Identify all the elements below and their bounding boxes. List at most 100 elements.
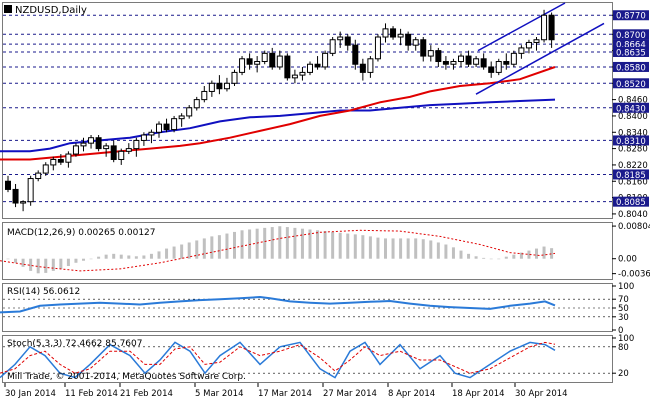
- macd-histogram-bar: [278, 226, 282, 259]
- stoch-tick-label: 20: [618, 369, 629, 379]
- candle: [322, 50, 329, 70]
- candle: [495, 58, 502, 76]
- candle: [133, 137, 140, 157]
- candle-body: [72, 145, 79, 155]
- date-tick-label: 5 Mar 2014: [195, 389, 243, 399]
- candle: [231, 69, 238, 87]
- candle: [269, 47, 276, 70]
- candle-body: [367, 58, 374, 73]
- macd-histogram-bar: [255, 228, 259, 259]
- macd-histogram-bar: [217, 235, 221, 259]
- candle: [374, 34, 381, 62]
- candle: [473, 56, 480, 67]
- macd-histogram-bar: [59, 258, 63, 269]
- candle: [405, 31, 412, 51]
- macd-histogram-bar: [497, 258, 501, 260]
- macd-histogram-bar: [149, 253, 153, 259]
- candle: [118, 148, 125, 165]
- candle-body: [246, 58, 253, 65]
- candle-body: [412, 39, 419, 46]
- macd-histogram-bar: [399, 238, 403, 259]
- macd-histogram-bar: [210, 236, 214, 259]
- candle-body: [427, 50, 434, 57]
- macd-histogram-bar: [142, 255, 146, 259]
- macd-histogram-bar: [436, 242, 440, 259]
- candle: [533, 37, 540, 51]
- date-tick-label: 21 Feb 2014: [120, 389, 173, 399]
- candle-body: [382, 28, 389, 38]
- price-tick-label: 0.8220: [618, 161, 648, 171]
- date-tick-label: 17 Mar 2014: [258, 389, 312, 399]
- symbol-title: NZDUSD,Daily: [4, 5, 87, 16]
- candle-body: [57, 158, 64, 163]
- candle: [412, 37, 419, 51]
- candle: [518, 45, 525, 59]
- macd-histogram-bar: [504, 256, 508, 259]
- stoch-signal-line: [0, 341, 556, 374]
- candle-body: [276, 55, 283, 68]
- level-label-text: 0.8700: [616, 31, 646, 41]
- candle-body: [27, 178, 34, 203]
- macd-histogram-bar: [519, 252, 523, 259]
- candle-body: [495, 61, 502, 73]
- candle: [344, 34, 351, 51]
- level-label-text: 0.8085: [616, 198, 646, 208]
- candle-body: [405, 33, 412, 46]
- candle: [156, 121, 162, 138]
- macd-histogram-bar: [240, 230, 244, 259]
- candle: [110, 140, 117, 163]
- candle-body: [442, 61, 449, 65]
- level-label-box: [613, 61, 649, 72]
- candle-body: [548, 14, 555, 41]
- candle-body: [473, 58, 480, 65]
- level-label-box: [613, 46, 649, 57]
- candle-body: [299, 71, 306, 76]
- macd-histogram-bar: [285, 227, 289, 259]
- level-label-box: [613, 39, 649, 50]
- moving-average-slow-line: [0, 98, 556, 153]
- macd-signal-line: [0, 229, 556, 272]
- stoch-panel: [2, 335, 613, 383]
- macd-histogram-bar: [21, 258, 25, 267]
- candle: [397, 28, 404, 46]
- trend-channel-line: [475, 22, 605, 95]
- candle-body: [35, 172, 42, 180]
- candle: [284, 53, 291, 81]
- macd-histogram-bar: [451, 247, 455, 259]
- candle-body: [284, 55, 291, 79]
- macd-histogram-bar: [293, 227, 297, 259]
- candle-body: [390, 28, 397, 38]
- macd-histogram-bar: [29, 258, 33, 271]
- candle: [548, 12, 555, 48]
- level-label-text: 0.8635: [616, 48, 646, 58]
- macd-histogram-bar: [429, 240, 433, 259]
- level-label-box: [613, 78, 649, 89]
- candle-body: [103, 145, 110, 150]
- macd-histogram-bar: [112, 253, 116, 259]
- candle: [163, 118, 170, 133]
- candle-body: [480, 58, 487, 68]
- level-label-text: 0.8664: [616, 41, 646, 51]
- macd-histogram-bar: [527, 250, 531, 259]
- candle: [72, 143, 79, 157]
- candle: [171, 115, 178, 133]
- candle: [420, 37, 427, 62]
- macd-histogram-bar: [51, 258, 55, 271]
- level-label-box: [613, 169, 649, 180]
- stoch-tick-label: 100: [618, 334, 634, 344]
- candle: [382, 23, 389, 43]
- macd-tick-label: -0.00368: [618, 270, 650, 280]
- candle: [427, 45, 434, 62]
- macd-histogram-bar: [270, 227, 274, 259]
- price-tick-label: 0.8160: [618, 177, 648, 187]
- macd-histogram-bar: [489, 258, 493, 260]
- macd-histogram-bar: [414, 238, 418, 259]
- level-label-text: 0.8310: [616, 137, 646, 147]
- macd-histogram-bar: [406, 238, 410, 259]
- candle: [276, 50, 283, 70]
- macd-histogram-bar: [97, 256, 101, 259]
- candle-body: [223, 82, 230, 90]
- candle: [193, 96, 200, 111]
- macd-histogram-bar: [44, 258, 48, 273]
